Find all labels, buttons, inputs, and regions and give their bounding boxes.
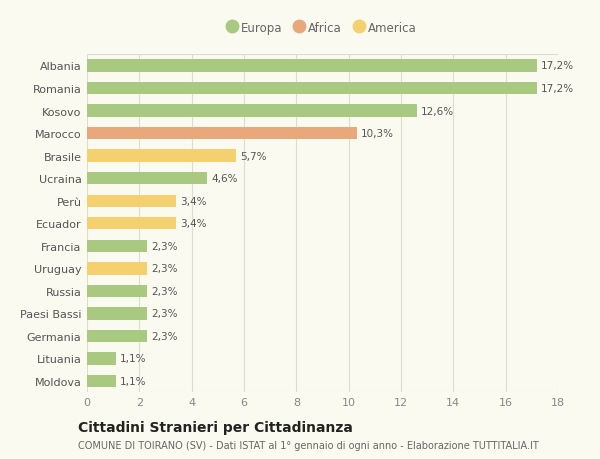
- Bar: [87, 330, 147, 342]
- Text: 2,3%: 2,3%: [151, 309, 178, 319]
- Text: 17,2%: 17,2%: [541, 84, 574, 94]
- Bar: [87, 128, 356, 140]
- Text: 3,4%: 3,4%: [180, 196, 206, 206]
- Bar: [87, 353, 116, 365]
- Bar: [87, 105, 416, 118]
- Text: 1,1%: 1,1%: [120, 376, 146, 386]
- Text: Cittadini Stranieri per Cittadinanza: Cittadini Stranieri per Cittadinanza: [78, 420, 353, 434]
- Bar: [87, 285, 147, 297]
- Text: 12,6%: 12,6%: [421, 106, 454, 116]
- Bar: [87, 240, 147, 252]
- Bar: [87, 375, 116, 387]
- Bar: [87, 83, 537, 95]
- Bar: [87, 150, 236, 162]
- Text: 10,3%: 10,3%: [361, 129, 394, 139]
- Text: 2,3%: 2,3%: [151, 241, 178, 251]
- Legend: Europa, Africa, America: Europa, Africa, America: [224, 17, 421, 39]
- Text: 2,3%: 2,3%: [151, 331, 178, 341]
- Bar: [87, 263, 147, 275]
- Bar: [87, 308, 147, 320]
- Text: 4,6%: 4,6%: [211, 174, 238, 184]
- Text: 5,7%: 5,7%: [240, 151, 266, 161]
- Bar: [87, 60, 537, 73]
- Bar: [87, 218, 176, 230]
- Text: 17,2%: 17,2%: [541, 62, 574, 71]
- Text: 1,1%: 1,1%: [120, 354, 146, 364]
- Text: 2,3%: 2,3%: [151, 264, 178, 274]
- Bar: [87, 195, 176, 207]
- Text: COMUNE DI TOIRANO (SV) - Dati ISTAT al 1° gennaio di ogni anno - Elaborazione TU: COMUNE DI TOIRANO (SV) - Dati ISTAT al 1…: [78, 440, 539, 450]
- Text: 3,4%: 3,4%: [180, 219, 206, 229]
- Text: 2,3%: 2,3%: [151, 286, 178, 296]
- Bar: [87, 173, 208, 185]
